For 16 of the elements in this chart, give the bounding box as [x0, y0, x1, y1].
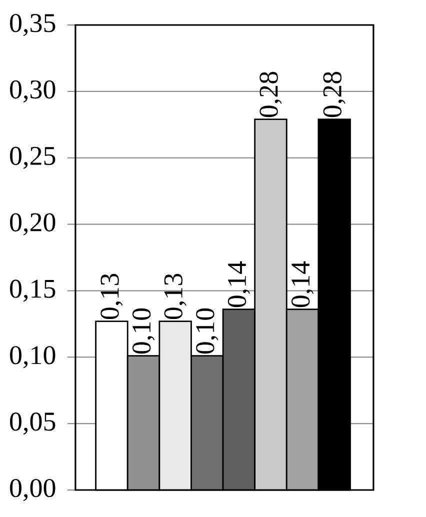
- y-tick-label: 0,35: [10, 14, 56, 36]
- data-label: 0,14: [292, 261, 314, 308]
- y-tick-label: 0,05: [10, 412, 56, 435]
- data-label: 0,10: [196, 308, 218, 354]
- data-label: 0,28: [260, 72, 282, 118]
- y-tick-label: 0,10: [10, 346, 56, 368]
- data-label: 0,28: [323, 72, 346, 118]
- data-label: 0,13: [100, 274, 123, 320]
- y-tick-label: 0,15: [10, 280, 56, 302]
- data-label: 0,10: [132, 308, 155, 354]
- y-tick-label: 0,30: [10, 80, 56, 102]
- data-label: 0,14: [228, 261, 250, 308]
- data-label: 0,13: [164, 274, 187, 320]
- y-tick-label: 0,20: [10, 213, 56, 236]
- y-tick-label: 0,00: [10, 478, 56, 502]
- y-tick-label: 0,25: [10, 146, 56, 169]
